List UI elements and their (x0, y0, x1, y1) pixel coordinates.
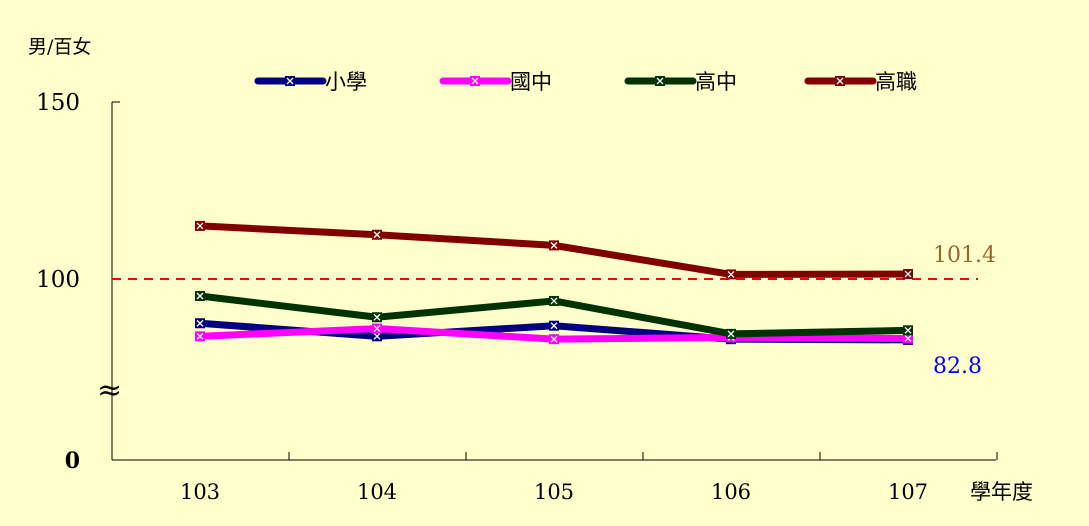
legend-label: 高中 (695, 70, 737, 94)
x-axis-label: 學年度 (970, 480, 1033, 504)
data-point (372, 331, 382, 342)
x-tick-label: 106 (711, 480, 751, 504)
data-label: 82.8 (933, 354, 982, 379)
data-point (549, 240, 559, 251)
y-tick-label: 0 (65, 448, 80, 474)
data-point (372, 312, 382, 323)
axis-break-symbol: ≈ (97, 373, 122, 408)
data-point (726, 269, 736, 280)
y-tick-label: 150 (36, 90, 80, 116)
data-label: 101.4 (933, 243, 996, 268)
data-point (903, 333, 913, 344)
y-ticks: 150 100 0 (36, 90, 120, 474)
x-tick-label: 104 (357, 480, 397, 504)
data-point (195, 318, 205, 329)
data-point (726, 328, 736, 339)
series-3 (195, 220, 913, 280)
legend-item: 高中 (624, 70, 737, 94)
data-point (549, 295, 559, 306)
legend: 小學 國中 高中 高職 (254, 70, 917, 94)
legend-label: 高職 (875, 70, 917, 94)
x-tick-label: 107 (888, 480, 928, 504)
data-point (549, 334, 559, 345)
legend-item: 高職 (804, 70, 917, 94)
x-tick-label: 103 (180, 480, 220, 504)
y-tick-label: 100 (36, 267, 80, 293)
data-point (195, 290, 205, 301)
data-point (549, 320, 559, 331)
data-point (195, 220, 205, 231)
legend-label: 國中 (510, 70, 552, 94)
annotations: 101.4 82.8 (933, 243, 996, 379)
y-axis-label: 男/百女 (28, 36, 91, 58)
data-point (372, 323, 382, 334)
legend-label: 小學 (325, 70, 367, 94)
data-point (903, 325, 913, 336)
legend-item: 小學 (254, 70, 367, 94)
series-2 (195, 290, 913, 339)
series-layer (195, 220, 913, 345)
data-point (903, 269, 913, 280)
legend-item: 國中 (439, 70, 552, 94)
data-point (195, 331, 205, 342)
data-point (372, 229, 382, 240)
x-tick-label: 105 (534, 480, 574, 504)
x-ticks: 103 104 105 106 107 (111, 452, 998, 504)
